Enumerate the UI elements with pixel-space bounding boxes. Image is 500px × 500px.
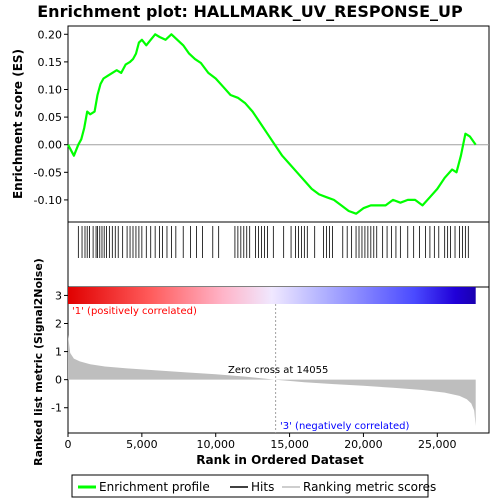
ranking-y-axis: -1 0 1 2 3 bbox=[51, 289, 68, 415]
es-axis-title: Enrichment score (ES) bbox=[11, 49, 25, 199]
ranking-xtick-label: 10,000 bbox=[196, 438, 235, 451]
correlation-gradient-bar bbox=[68, 287, 476, 304]
legend-frame bbox=[71, 474, 429, 498]
es-ytick-label: -0.05 bbox=[34, 166, 62, 179]
es-ytick-label: 0.10 bbox=[38, 83, 63, 96]
es-y-axis: -0.10 -0.05 0.00 0.05 0.10 0.15 0.20 bbox=[34, 28, 68, 207]
zero-cross-label: Zero cross at 14055 bbox=[228, 365, 328, 376]
ranking-xtick-label: 5,000 bbox=[126, 438, 158, 451]
ranking-axis-title: Ranked list metric (Signal2Noise) bbox=[32, 258, 45, 466]
legend: Enrichment profile Hits Ranking metric s… bbox=[71, 474, 436, 498]
ranking-ytick-label: 1 bbox=[55, 346, 62, 359]
legend-ranking-label: Ranking metric scores bbox=[303, 480, 436, 494]
ranking-ytick-label: 2 bbox=[55, 318, 62, 331]
hit-markers bbox=[77, 226, 469, 258]
ranking-ytick-label: 0 bbox=[55, 374, 62, 387]
pos-correlated-label: '1' (positively correlated) bbox=[72, 306, 197, 317]
chart-title: Enrichment plot: HALLMARK_UV_RESPONSE_UP bbox=[37, 2, 463, 21]
ranking-xtick-label: 25,000 bbox=[418, 438, 457, 451]
ranking-x-axis: 0 5,000 10,000 15,000 20,000 25,000 bbox=[65, 433, 457, 451]
ranking-xtick-label: 15,000 bbox=[270, 438, 309, 451]
ranking-xtick-label: 20,000 bbox=[344, 438, 383, 451]
es-ytick-label: -0.10 bbox=[34, 194, 62, 207]
neg-correlated-label: '3' (negatively correlated) bbox=[280, 421, 409, 432]
enrichment-curve bbox=[67, 33, 477, 215]
ranking-ytick-label: -1 bbox=[51, 402, 62, 415]
es-ytick-label: 0.05 bbox=[38, 111, 63, 124]
ranking-metric-fill bbox=[68, 334, 476, 426]
es-ytick-label: 0.15 bbox=[38, 56, 63, 69]
ranking-ytick-label: 3 bbox=[55, 289, 62, 302]
enrichment-profile-line bbox=[67, 33, 477, 215]
es-panel bbox=[67, 25, 490, 223]
x-axis-title: Rank in Ordered Dataset bbox=[196, 453, 364, 467]
es-ytick-label: 0.20 bbox=[38, 28, 63, 41]
ranking-xtick-label: 0 bbox=[65, 438, 72, 451]
es-ytick-label: 0.00 bbox=[38, 139, 63, 152]
ranking-metric-area bbox=[68, 334, 476, 426]
legend-hits-label: Hits bbox=[251, 480, 274, 494]
heat-bar-rect bbox=[68, 287, 476, 304]
legend-profile-label: Enrichment profile bbox=[99, 480, 210, 494]
